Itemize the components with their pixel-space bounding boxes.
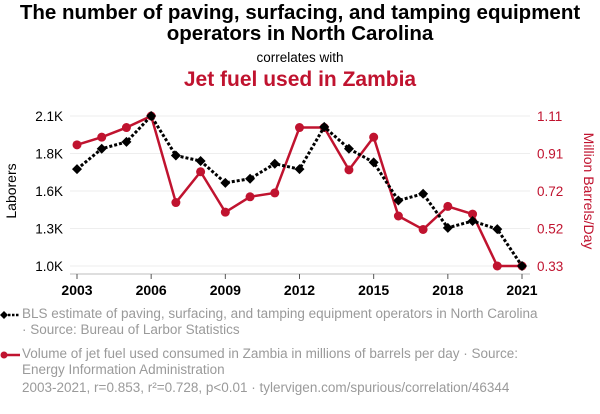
- data-point-jet-fuel: [220, 207, 230, 217]
- y-left-tick-label: 1.3K: [35, 222, 63, 237]
- data-point-operators: [393, 195, 404, 206]
- data-point-jet-fuel: [121, 123, 131, 133]
- y-left-tick-label: 1.6K: [35, 184, 63, 199]
- data-point-jet-fuel: [196, 167, 206, 177]
- x-tick-label: 2003: [61, 282, 92, 298]
- y-right-tick-label: 0.72: [537, 184, 563, 199]
- x-tick-label: 2018: [432, 282, 463, 298]
- data-point-operators: [368, 157, 379, 168]
- y-left-tick-label: 1.8K: [35, 147, 63, 162]
- chart-title: The number of paving, surfacing, and tam…: [19, 1, 581, 45]
- y-left-tick-label: 1.0K: [35, 259, 63, 274]
- data-point-jet-fuel: [418, 224, 428, 234]
- data-point-operators: [467, 216, 478, 226]
- data-point-operators: [72, 164, 82, 175]
- chart-title-secondary: Jet fuel used in Zambia: [183, 68, 417, 91]
- data-point-jet-fuel: [245, 192, 255, 202]
- data-point-operators: [319, 121, 330, 132]
- footer-stats: 2003-2021, r=0.853, r²=0.728, p<0.01 · t…: [22, 380, 510, 395]
- y-axis-left-label: Laborers: [3, 163, 19, 218]
- data-point-operators: [146, 111, 157, 121]
- data-point-jet-fuel: [97, 132, 107, 142]
- x-tick-label: 2021: [506, 282, 537, 298]
- data-point-jet-fuel: [369, 132, 379, 142]
- data-point-jet-fuel: [171, 198, 181, 208]
- data-point-operators: [517, 261, 527, 271]
- y-right-tick-label: 0.33: [537, 259, 563, 274]
- chart-subtitle: correlates with: [256, 50, 344, 65]
- data-point-jet-fuel: [270, 188, 280, 198]
- data-point-operators: [269, 158, 280, 169]
- data-point-jet-fuel: [468, 209, 478, 219]
- data-point-operators: [492, 224, 503, 235]
- x-axis: 2003 2006 2009 2012 2015 2018 2021: [61, 273, 538, 298]
- data-point-operators: [418, 188, 429, 199]
- x-tick-label: 2009: [210, 282, 241, 298]
- data-point-operators: [294, 164, 305, 175]
- data-point-operators: [195, 156, 206, 166]
- series-group: [72, 111, 527, 271]
- diamond-dotted-line-icon: [0, 311, 20, 319]
- data-point-operators: [96, 143, 107, 154]
- y-axis-right: 0.33 0.52 0.72 0.91 1.11: [537, 109, 563, 274]
- y-axis-left: 1.0K 1.3K 1.6K 1.8K 2.1K: [35, 109, 63, 274]
- legend-label-series1: BLS estimate of paving, surfacing, and t…: [22, 306, 538, 337]
- gridlines: [70, 115, 530, 267]
- data-point-jet-fuel: [72, 140, 82, 150]
- line-chart: 2003 2006 2009 2012 2015 2018 2021 1.0K 1.3K 1.6…: [3, 109, 597, 298]
- x-tick-label: 2015: [358, 282, 389, 298]
- data-point-operators: [245, 173, 256, 184]
- y-left-tick-label: 2.1K: [35, 109, 63, 124]
- data-point-jet-fuel: [344, 165, 354, 175]
- circle-solid-line-icon: [0, 351, 20, 359]
- y-right-tick-label: 1.11: [537, 109, 562, 124]
- y-axis-right-label: Million Barrels/Day: [581, 133, 597, 250]
- data-point-jet-fuel: [492, 261, 502, 271]
- data-point-jet-fuel: [393, 211, 403, 221]
- y-right-tick-label: 0.52: [537, 222, 563, 237]
- data-point-operators: [442, 222, 453, 233]
- data-point-operators: [121, 136, 132, 147]
- data-point-operators: [170, 150, 181, 161]
- data-point-jet-fuel: [295, 123, 304, 133]
- x-tick-label: 2006: [136, 282, 167, 298]
- y-right-tick-label: 0.91: [537, 147, 563, 162]
- legend-label-series2: Volume of jet fuel used consumed in Zamb…: [22, 346, 518, 377]
- x-tick-label: 2012: [284, 282, 315, 298]
- data-point-operators: [343, 143, 354, 154]
- data-point-operators: [220, 177, 231, 188]
- data-point-jet-fuel: [443, 201, 453, 211]
